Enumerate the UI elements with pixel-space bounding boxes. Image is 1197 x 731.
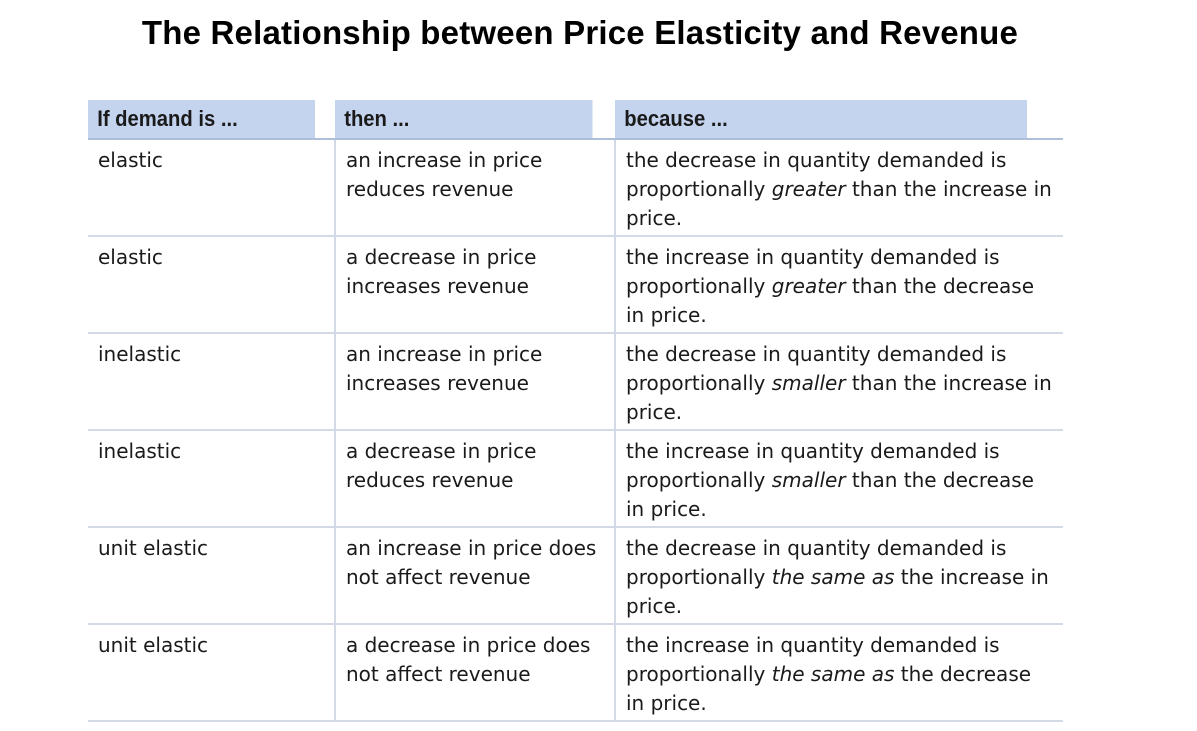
table-row: elastic a decrease in price increases re… — [88, 236, 1063, 334]
because-emphasis: smaller — [771, 468, 846, 492]
table-row: elastic an increase in price reduces rev… — [88, 139, 1063, 237]
cell-because: the increase in quantity demanded is pro… — [614, 624, 1063, 722]
header-because: because ... — [615, 100, 1028, 140]
cell-demand: inelastic — [88, 333, 335, 431]
cell-demand: unit elastic — [88, 527, 335, 625]
cell-then: a decrease in price does not affect reve… — [334, 624, 615, 722]
because-text: the increase in quantity demanded is pro… — [626, 245, 1000, 298]
because-emphasis: greater — [771, 177, 846, 201]
because-text: than the decrease in price. — [626, 274, 1035, 327]
cell-then: a decrease in price increases revenue — [334, 236, 615, 334]
cell-then: an increase in price does not affect rev… — [334, 527, 615, 625]
cell-because: the decrease in quantity demanded is pro… — [614, 139, 1063, 237]
page-title: The Relationship between Price Elasticit… — [141, 14, 1019, 51]
table-row: inelastic an increase in price increases… — [88, 333, 1063, 431]
because-text: the increase in price. — [626, 565, 1049, 618]
cell-because: the decrease in quantity demanded is pro… — [614, 527, 1063, 625]
because-text: the increase in quantity demanded is pro… — [626, 633, 1000, 686]
cell-then: a decrease in price reduces revenue — [334, 430, 615, 528]
because-text: the decrease in quantity demanded is pro… — [626, 148, 1007, 201]
table-row: inelastic a decrease in price reduces re… — [88, 430, 1063, 528]
cell-then: an increase in price reduces revenue — [334, 139, 615, 237]
because-emphasis: smaller — [771, 371, 846, 395]
because-text: the decrease in quantity demanded is pro… — [626, 342, 1007, 395]
elasticity-revenue-table: If demand is ... then ... because ... el… — [88, 100, 1063, 722]
table-row: unit elastic an increase in price does n… — [88, 527, 1063, 625]
because-text: the decrease in price. — [626, 662, 1032, 715]
cell-demand: inelastic — [88, 430, 335, 528]
because-text: the decrease in quantity demanded is pro… — [626, 536, 1007, 589]
table-row: unit elastic a decrease in price does no… — [88, 624, 1063, 722]
cell-demand: elastic — [88, 139, 335, 237]
cell-demand: unit elastic — [88, 624, 335, 722]
because-text: the increase in quantity demanded is pro… — [626, 439, 1000, 492]
cell-demand: elastic — [88, 236, 335, 334]
header-demand: If demand is ... — [88, 100, 316, 140]
because-emphasis: greater — [771, 274, 846, 298]
because-text: than the increase in price. — [626, 371, 1052, 424]
cell-because: the decrease in quantity demanded is pro… — [614, 333, 1063, 431]
because-text: than the decrease in price. — [626, 468, 1034, 521]
cell-because: the increase in quantity demanded is pro… — [614, 430, 1063, 528]
because-emphasis: the same as — [771, 662, 895, 686]
header-then: then ... — [335, 100, 593, 140]
because-text: than the increase in price. — [626, 177, 1052, 230]
cell-because: the increase in quantity demanded is pro… — [614, 236, 1063, 334]
because-emphasis: the same as — [771, 565, 895, 589]
cell-then: an increase in price increases revenue — [334, 333, 615, 431]
table-header-row: If demand is ... then ... because ... — [88, 100, 1063, 140]
